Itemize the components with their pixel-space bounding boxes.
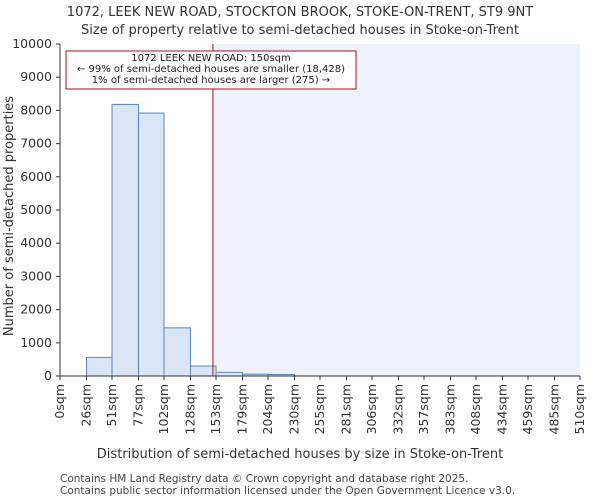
x-tick-153sqm: 153sqm	[208, 384, 223, 434]
x-tick-77sqm: 77sqm	[131, 384, 146, 427]
x-tick-510sqm: 510sqm	[572, 384, 587, 434]
y-tick-0: 0	[44, 368, 52, 383]
y-tick-1000: 1000	[20, 335, 52, 350]
annotation-box: 1072 LEEK NEW ROAD: 150sqm ← 99% of semi…	[65, 50, 357, 90]
y-tick-7000: 7000	[20, 136, 52, 151]
chart-title-line1: 1072, LEEK NEW ROAD, STOCKTON BROOK, STO…	[67, 5, 533, 20]
y-tick-9000: 9000	[20, 69, 52, 84]
y-tick-10000: 10000	[12, 36, 52, 51]
y-tick-6000: 6000	[20, 169, 52, 184]
bar-102sqm	[163, 327, 192, 377]
y-axis-label: Number of semi-detached properties	[2, 96, 17, 336]
y-axis-ticks: 0 1000 2000 3000 4000 5000 6000 7000 8000 9000 100…	[12, 36, 60, 383]
x-tick-255sqm: 255sqm	[312, 384, 327, 434]
histogram-bars	[86, 103, 296, 377]
y-tick-8000: 8000	[20, 102, 52, 117]
bar-26sqm	[86, 356, 113, 377]
x-tick-408sqm: 408sqm	[468, 384, 483, 434]
y-tick-2000: 2000	[20, 302, 52, 317]
annotation-line3: 1% of semi-detached houses are larger (2…	[92, 75, 330, 86]
bar-128sqm	[190, 365, 217, 377]
x-tick-485sqm: 485sqm	[547, 384, 562, 434]
annotation-line1: 1072 LEEK NEW ROAD: 150sqm	[131, 53, 291, 64]
larger-properties-shade	[212, 44, 581, 376]
x-tick-26sqm: 26sqm	[79, 384, 94, 427]
x-axis-ticks: 0sqm 26sqm 51sqm 77sqm 102sqm 128sqm 153sqm 179…	[52, 376, 587, 434]
x-tick-51sqm: 51sqm	[104, 384, 119, 427]
x-tick-128sqm: 128sqm	[183, 384, 198, 434]
x-tick-230sqm: 230sqm	[287, 384, 302, 434]
x-tick-281sqm: 281sqm	[339, 384, 354, 434]
x-tick-179sqm: 179sqm	[235, 384, 250, 434]
x-tick-383sqm: 383sqm	[443, 384, 458, 434]
annotation-line2: ← 99% of semi-detached houses are smalle…	[77, 64, 345, 75]
x-tick-459sqm: 459sqm	[520, 384, 535, 434]
x-tick-434sqm: 434sqm	[495, 384, 510, 434]
x-tick-0sqm: 0sqm	[52, 384, 67, 419]
x-tick-332sqm: 332sqm	[391, 384, 406, 434]
chart-title-line2: Size of property relative to semi-detach…	[81, 23, 519, 38]
footer-line1: Contains HM Land Registry data © Crown c…	[60, 473, 468, 485]
x-tick-204sqm: 204sqm	[260, 384, 275, 434]
x-tick-306sqm: 306sqm	[364, 384, 379, 434]
x-tick-357sqm: 357sqm	[416, 384, 431, 434]
y-tick-3000: 3000	[20, 268, 52, 283]
footer-line2: Contains public sector information licen…	[60, 485, 515, 497]
y-tick-4000: 4000	[20, 235, 52, 250]
bar-153sqm	[215, 371, 244, 377]
annotation-border	[65, 50, 357, 90]
bar-77sqm	[138, 112, 165, 377]
y-tick-5000: 5000	[20, 202, 52, 217]
x-axis-label: Distribution of semi-detached houses by …	[97, 447, 503, 462]
x-tick-102sqm: 102sqm	[156, 384, 171, 434]
bar-51sqm	[111, 103, 140, 377]
